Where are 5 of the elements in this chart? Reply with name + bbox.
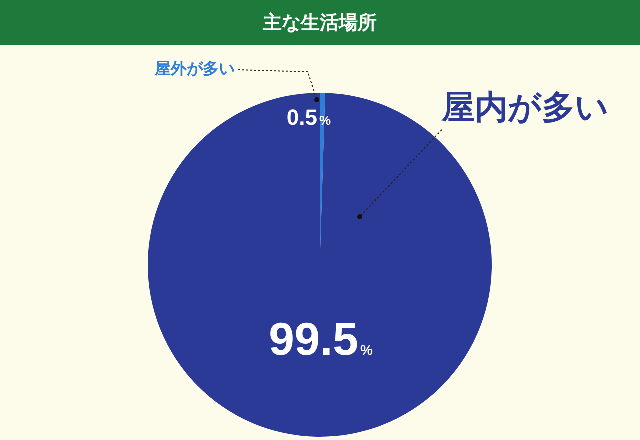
chart-title: 主な生活場所	[0, 0, 640, 45]
slice-label: 屋外が多い	[154, 59, 235, 78]
slice-label: 屋内が多い	[441, 88, 609, 127]
data-label: 99.5%	[269, 313, 374, 365]
data-label: 0.5%	[286, 105, 332, 130]
